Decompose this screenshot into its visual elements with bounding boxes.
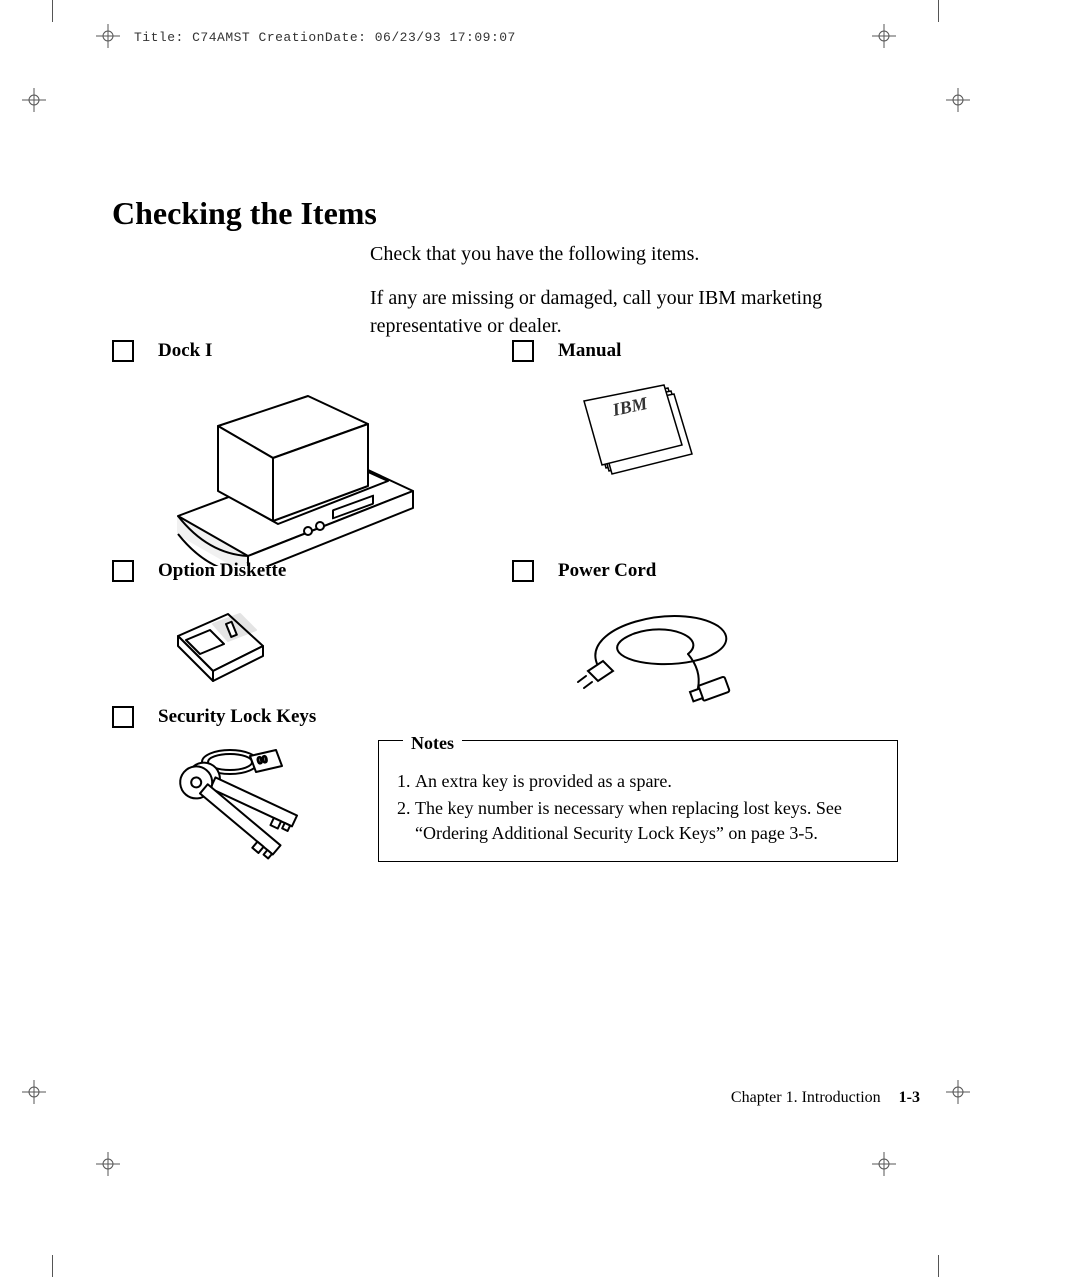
notes-heading: Notes <box>403 731 462 756</box>
crop-mark <box>96 1152 120 1176</box>
item-label: Dock I <box>158 340 212 362</box>
intro-text: Check that you have the following items.… <box>370 240 912 340</box>
content-block: Checking the Items Check that you have t… <box>112 195 912 356</box>
item-power-cord: Power Cord <box>512 560 748 731</box>
notes-box: Notes An extra key is provided as a spar… <box>378 740 898 862</box>
intro-p2: If any are missing or damaged, call your… <box>370 284 912 340</box>
power-cord-illustration <box>558 596 748 731</box>
section-title: Checking the Items <box>112 195 912 232</box>
item-manual: Manual IBM <box>512 340 708 491</box>
item-dock: Dock I <box>112 340 418 571</box>
checkbox-icon <box>112 340 134 362</box>
item-label: Manual <box>558 340 621 362</box>
footer-chapter: Chapter 1. Introduction <box>731 1089 881 1106</box>
item-label: Power Cord <box>558 560 656 582</box>
checkbox-icon <box>512 560 534 582</box>
checkbox-icon <box>112 706 134 728</box>
crop-tick <box>52 1255 53 1277</box>
crop-tick <box>938 0 939 22</box>
checkbox-icon <box>512 340 534 362</box>
note-item: An extra key is provided as a spare. <box>415 769 883 794</box>
crop-mark <box>872 24 896 48</box>
manual-illustration: IBM <box>558 376 708 491</box>
crop-mark <box>22 1080 46 1104</box>
footer-page-number: 1-3 <box>899 1089 920 1106</box>
checkbox-icon <box>112 560 134 582</box>
crop-mark <box>22 88 46 112</box>
diskette-illustration <box>158 596 286 711</box>
item-label: Security Lock Keys <box>158 706 316 728</box>
crop-mark <box>96 24 120 48</box>
crop-mark <box>946 1080 970 1104</box>
crop-mark <box>946 88 970 112</box>
item-diskette: Option Diskette <box>112 560 286 711</box>
item-keys: Security Lock Keys 00 <box>112 706 358 907</box>
dock-illustration <box>158 376 418 571</box>
notes-list: An extra key is provided as a spare. The… <box>393 769 883 847</box>
crop-tick <box>52 0 53 22</box>
crop-mark <box>872 1152 896 1176</box>
page-footer: Chapter 1. Introduction 1-3 <box>731 1089 920 1107</box>
header-meta: Title: C74AMST CreationDate: 06/23/93 17… <box>134 30 516 45</box>
intro-p1: Check that you have the following items. <box>370 240 912 268</box>
keys-illustration: 00 <box>158 742 358 907</box>
manual-page: Title: C74AMST CreationDate: 06/23/93 17… <box>0 0 1080 1277</box>
crop-tick <box>938 1255 939 1277</box>
item-label: Option Diskette <box>158 560 286 582</box>
note-item: The key number is necessary when replaci… <box>415 796 883 846</box>
